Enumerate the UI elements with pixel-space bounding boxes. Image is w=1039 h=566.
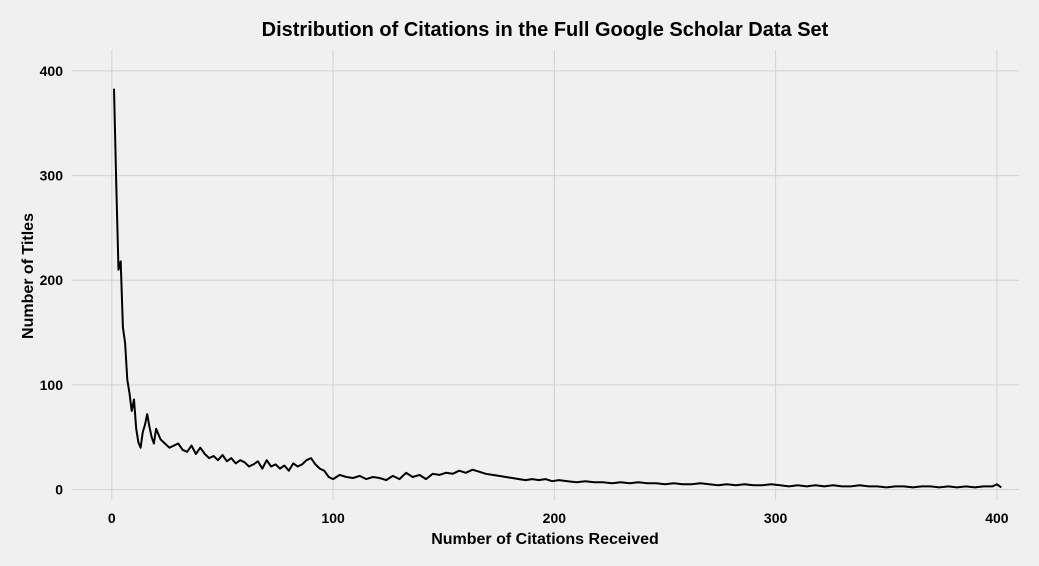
- x-tick-label: 200: [543, 510, 567, 526]
- x-tick-label: 0: [108, 510, 116, 526]
- tick-labels: 0 100 200 300 400 0 100 200 300 400: [40, 63, 1009, 526]
- y-tick-label: 200: [40, 272, 64, 288]
- y-tick-label: 0: [55, 482, 63, 498]
- x-axis-label: Number of Citations Received: [431, 531, 659, 548]
- chart-title: Distribution of Citations in the Full Go…: [262, 19, 829, 41]
- y-tick-label: 100: [40, 377, 64, 393]
- y-axis-label: Number of Titles: [20, 213, 37, 339]
- x-tick-label: 100: [321, 510, 345, 526]
- y-tick-label: 300: [40, 168, 64, 184]
- x-tick-label: 400: [985, 510, 1009, 526]
- grid: [72, 50, 1019, 500]
- series-line: [113, 88, 1002, 489]
- x-tick-label: 300: [764, 510, 788, 526]
- y-tick-label: 400: [40, 63, 64, 79]
